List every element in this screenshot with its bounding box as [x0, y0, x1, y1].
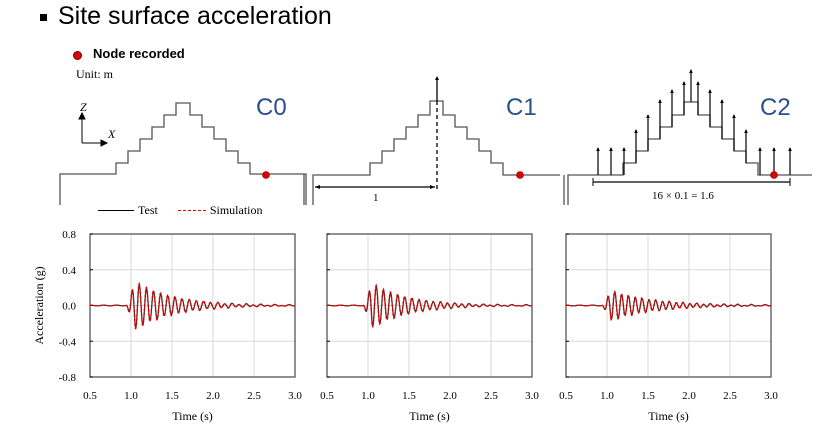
x-axis-label: Time (s) — [648, 409, 689, 423]
node-recorded-marker-icon — [73, 51, 82, 60]
series-simulation — [565, 290, 772, 321]
x-tick-label: 1.5 — [641, 390, 655, 402]
node-recorded-label: Node recorded — [93, 46, 185, 61]
legend-test-label: Test — [138, 203, 158, 217]
axis-letter-x: X — [107, 127, 116, 141]
x-tick-label: 0.5 — [559, 390, 573, 402]
x-tick-label: 0.5 — [83, 390, 97, 402]
x-tick-label: 1.0 — [600, 390, 614, 402]
chart-c1: 0.5 1.0 1.5 2.0 2.5 3.0 Time (s) — [320, 233, 539, 423]
c2-arrow-head-icon — [696, 81, 700, 85]
c2-arrow-head-icon — [634, 129, 638, 133]
chart-c2: 0.5 1.0 1.5 2.0 2.5 3.0 Time (s) — [559, 233, 778, 423]
c2-arrow-head-icon — [772, 147, 776, 151]
case-label-c2: C2 — [760, 94, 791, 121]
c2-arrow-head-icon — [689, 69, 693, 73]
y-tick-label: 0.4 — [62, 265, 76, 277]
chart-c0: 0.5 1.0 1.5 2.0 2.5 3.0 Time (s) 0.8 0.4 0.0 -0.4 -… — [32, 229, 302, 423]
case-label-c1: C1 — [506, 94, 537, 121]
diagram-c0 — [59, 102, 307, 205]
x-tick-label: 1.5 — [165, 390, 179, 402]
c2-arrow-head-icon — [744, 129, 748, 133]
c2-arrow-head-icon — [758, 147, 762, 151]
c2-arrow-head-icon — [788, 147, 792, 151]
c2-dimension-label: 16 × 0.1 = 1.6 — [652, 190, 714, 202]
legend-test-line — [98, 210, 134, 211]
x-axis-label: Time (s) — [409, 409, 450, 423]
legend-simulation-line — [177, 210, 206, 211]
diagram-c1-outline — [312, 100, 560, 205]
diagram-c1 — [303, 80, 560, 205]
x-tick-label: 3.0 — [525, 390, 539, 402]
c1-dim-arrow-right-icon — [430, 185, 435, 189]
c1-arrow-icon — [435, 76, 439, 80]
x-tick-label: 1.0 — [361, 390, 375, 402]
x-tick-label: 2.0 — [206, 390, 220, 402]
y-tick-label: -0.4 — [59, 336, 77, 348]
diagram-c0-node-marker — [262, 171, 270, 179]
x-tick-label: 3.0 — [764, 390, 778, 402]
title-bullet-icon — [40, 14, 47, 21]
x-tick-label: 0.5 — [320, 390, 334, 402]
c2-arrow-head-icon — [682, 81, 686, 85]
x-tick-label: 1.5 — [402, 390, 416, 402]
c2-arrow-group — [596, 69, 792, 175]
c2-arrow-head-icon — [708, 89, 712, 93]
y-tick-label: 0.0 — [62, 301, 76, 313]
y-tick-label: -0.8 — [59, 372, 77, 384]
diagram-c0-outline — [59, 102, 307, 205]
x-axis-label: Time (s) — [172, 409, 213, 423]
y-tick-label: 0.8 — [62, 229, 76, 241]
c2-arrow-head-icon — [658, 99, 662, 103]
x-tick-label: 2.0 — [682, 390, 696, 402]
c2-arrow-head-icon — [670, 89, 674, 93]
y-axis-label: Acceleration (g) — [32, 266, 46, 344]
axis-letter-z: Z — [80, 100, 87, 114]
c2-arrow-head-icon — [596, 147, 600, 151]
x-tick-label: 2.0 — [443, 390, 457, 402]
x-tick-label: 2.5 — [723, 390, 737, 402]
case-label-c0: C0 — [256, 94, 287, 121]
series-simulation — [89, 281, 296, 330]
c2-arrow-head-icon — [622, 147, 626, 151]
x-tick-label: 1.0 — [124, 390, 138, 402]
c2-arrow-head-icon — [609, 147, 613, 151]
c2-arrow-head-icon — [646, 114, 650, 118]
axes-triad-icon — [78, 111, 109, 147]
unit-label: Unit: m — [76, 67, 114, 81]
page-title: Site surface acceleration — [58, 2, 332, 30]
diagram-c1-node-marker — [516, 171, 524, 179]
x-tick-label: 2.5 — [247, 390, 261, 402]
c2-arrow-head-icon — [732, 114, 736, 118]
c2-arrow-head-icon — [720, 99, 724, 103]
x-tick-label: 3.0 — [288, 390, 302, 402]
c1-dim-arrow-left-icon — [315, 185, 320, 189]
series-simulation — [326, 283, 533, 328]
c1-dimension-label: 1 — [373, 192, 379, 204]
diagram-c2-node-marker — [770, 171, 778, 179]
legend-simulation-label: Simulation — [209, 203, 263, 217]
x-tick-label: 2.5 — [484, 390, 498, 402]
chart-legend: Test Simulation — [98, 203, 263, 218]
